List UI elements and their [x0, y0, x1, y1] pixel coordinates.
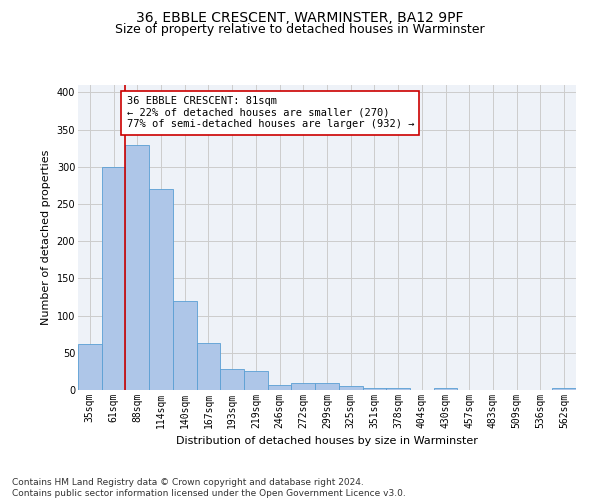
Text: 36, EBBLE CRESCENT, WARMINSTER, BA12 9PF: 36, EBBLE CRESCENT, WARMINSTER, BA12 9PF: [136, 11, 464, 25]
Bar: [434, 388, 457, 390]
Bar: [386, 388, 410, 390]
Bar: [244, 372, 268, 390]
Bar: [197, 343, 220, 390]
Text: Size of property relative to detached houses in Warminster: Size of property relative to detached ho…: [115, 22, 485, 36]
Bar: [173, 300, 197, 390]
Text: Contains HM Land Registry data © Crown copyright and database right 2024.
Contai: Contains HM Land Registry data © Crown c…: [12, 478, 406, 498]
Bar: [292, 382, 315, 390]
Bar: [220, 369, 244, 390]
Bar: [339, 386, 362, 390]
Bar: [552, 388, 576, 390]
Bar: [78, 344, 102, 390]
Bar: [268, 385, 292, 390]
Text: 36 EBBLE CRESCENT: 81sqm
← 22% of detached houses are smaller (270)
77% of semi-: 36 EBBLE CRESCENT: 81sqm ← 22% of detach…: [127, 96, 414, 130]
Bar: [149, 189, 173, 390]
X-axis label: Distribution of detached houses by size in Warminster: Distribution of detached houses by size …: [176, 436, 478, 446]
Bar: [315, 382, 339, 390]
Y-axis label: Number of detached properties: Number of detached properties: [41, 150, 51, 325]
Bar: [102, 167, 125, 390]
Bar: [362, 388, 386, 390]
Bar: [125, 144, 149, 390]
